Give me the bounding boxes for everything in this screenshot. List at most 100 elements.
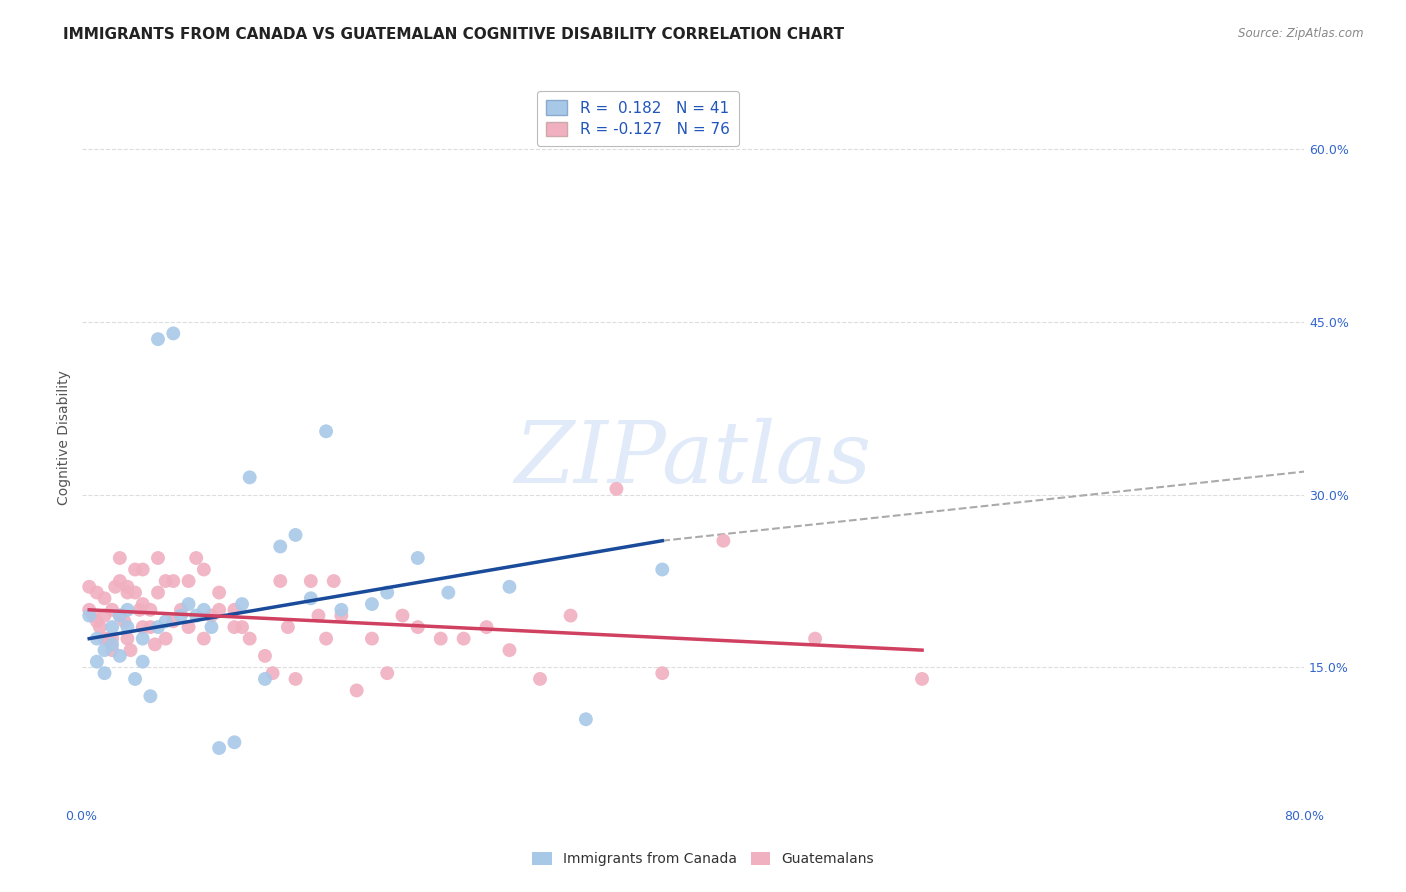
Point	[117, 632, 139, 646]
Point	[346, 683, 368, 698]
Point	[101, 643, 124, 657]
Point	[406, 551, 429, 566]
Point	[155, 615, 177, 629]
Point	[117, 603, 139, 617]
Point	[155, 574, 177, 588]
Point	[86, 655, 108, 669]
Point	[224, 603, 246, 617]
Point	[560, 608, 582, 623]
Point	[804, 632, 827, 646]
Point	[429, 632, 451, 646]
Point	[128, 603, 150, 617]
Point	[224, 735, 246, 749]
Point	[651, 666, 673, 681]
Point	[139, 689, 162, 703]
Point	[299, 574, 322, 588]
Point	[132, 597, 155, 611]
Point	[86, 632, 108, 646]
Point	[117, 620, 139, 634]
Point	[162, 615, 184, 629]
Point	[101, 632, 124, 646]
Point	[177, 574, 200, 588]
Point	[124, 585, 146, 599]
Point	[239, 632, 262, 646]
Point	[108, 574, 131, 588]
Point	[375, 666, 398, 681]
Point	[498, 643, 520, 657]
Text: IMMIGRANTS FROM CANADA VS GUATEMALAN COGNITIVE DISABILITY CORRELATION CHART: IMMIGRANTS FROM CANADA VS GUATEMALAN COG…	[63, 27, 845, 42]
Point	[315, 425, 337, 439]
Point	[475, 620, 498, 634]
Point	[112, 615, 135, 629]
Point	[146, 620, 169, 634]
Point	[239, 470, 262, 484]
Point	[269, 574, 291, 588]
Point	[146, 585, 169, 599]
Point	[155, 632, 177, 646]
Point	[146, 551, 169, 566]
Point	[262, 666, 284, 681]
Point	[911, 672, 934, 686]
Point	[93, 643, 115, 657]
Point	[132, 562, 155, 576]
Point	[101, 603, 124, 617]
Point	[200, 608, 222, 623]
Legend: Immigrants from Canada, Guatemalans: Immigrants from Canada, Guatemalans	[527, 847, 879, 871]
Text: ZIPatlas: ZIPatlas	[515, 417, 872, 500]
Point	[124, 672, 146, 686]
Point	[307, 608, 329, 623]
Point	[132, 620, 155, 634]
Point	[193, 562, 215, 576]
Point	[224, 620, 246, 634]
Point	[101, 637, 124, 651]
Legend: R =  0.182   N = 41, R = -0.127   N = 76: R = 0.182 N = 41, R = -0.127 N = 76	[537, 91, 738, 146]
Point	[193, 603, 215, 617]
Point	[108, 608, 131, 623]
Point	[146, 332, 169, 346]
Point	[170, 603, 193, 617]
Point	[98, 632, 121, 646]
Point	[208, 741, 231, 756]
Point	[77, 608, 100, 623]
Text: Source: ZipAtlas.com: Source: ZipAtlas.com	[1239, 27, 1364, 40]
Point	[101, 620, 124, 634]
Point	[104, 580, 127, 594]
Point	[200, 620, 222, 634]
Point	[117, 585, 139, 599]
Point	[93, 666, 115, 681]
Point	[120, 643, 142, 657]
Point	[713, 533, 735, 548]
Point	[93, 632, 115, 646]
Point	[89, 620, 111, 634]
Point	[253, 648, 276, 663]
Point	[498, 580, 520, 594]
Point	[330, 603, 353, 617]
Point	[315, 632, 337, 646]
Point	[186, 551, 208, 566]
Point	[269, 540, 291, 554]
Point	[132, 632, 155, 646]
Point	[83, 608, 105, 623]
Point	[170, 608, 193, 623]
Point	[575, 712, 598, 726]
Point	[162, 326, 184, 341]
Point	[108, 608, 131, 623]
Point	[284, 528, 307, 542]
Point	[193, 632, 215, 646]
Point	[330, 608, 353, 623]
Y-axis label: Cognitive Disability: Cognitive Disability	[58, 369, 72, 505]
Point	[162, 574, 184, 588]
Point	[231, 620, 253, 634]
Point	[437, 585, 460, 599]
Point	[529, 672, 551, 686]
Point	[277, 620, 299, 634]
Point	[108, 551, 131, 566]
Point	[284, 672, 307, 686]
Point	[132, 655, 155, 669]
Point	[124, 562, 146, 576]
Point	[93, 591, 115, 606]
Point	[208, 585, 231, 599]
Point	[651, 562, 673, 576]
Point	[231, 597, 253, 611]
Point	[299, 591, 322, 606]
